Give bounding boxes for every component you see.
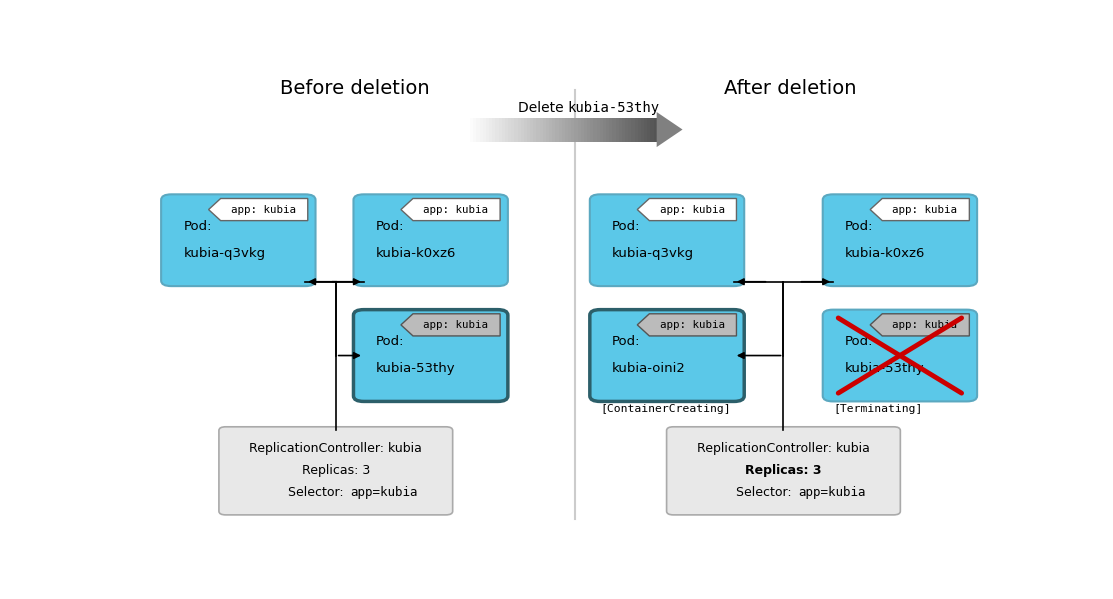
Text: app=kubia: app=kubia (351, 486, 418, 499)
Text: Pod:: Pod: (845, 220, 874, 233)
Text: app: kubia: app: kubia (230, 204, 296, 214)
Text: Pod:: Pod: (612, 335, 641, 348)
FancyBboxPatch shape (354, 194, 508, 286)
FancyBboxPatch shape (667, 427, 900, 515)
Polygon shape (401, 314, 500, 336)
Text: app=kubia: app=kubia (798, 486, 866, 499)
FancyBboxPatch shape (590, 194, 745, 286)
FancyBboxPatch shape (219, 427, 453, 515)
Text: Selector:: Selector: (736, 486, 796, 499)
FancyBboxPatch shape (590, 310, 745, 401)
Polygon shape (657, 112, 682, 147)
Text: Delete: Delete (518, 101, 568, 115)
Text: app: kubia: app: kubia (660, 204, 725, 214)
Text: Pod:: Pod: (376, 335, 404, 348)
Polygon shape (870, 198, 969, 220)
Text: Replicas: 3: Replicas: 3 (302, 464, 370, 477)
Text: app: kubia: app: kubia (423, 320, 489, 330)
Text: kubia-q3vkg: kubia-q3vkg (612, 247, 695, 259)
Text: kubia-53thy: kubia-53thy (376, 362, 455, 375)
Text: [ContainerCreating]: [ContainerCreating] (600, 404, 731, 414)
Polygon shape (638, 198, 737, 220)
FancyBboxPatch shape (823, 310, 977, 401)
Text: app: kubia: app: kubia (423, 204, 489, 214)
Text: kubia-q3vkg: kubia-q3vkg (184, 247, 266, 259)
Polygon shape (401, 198, 500, 220)
Text: app: kubia: app: kubia (893, 204, 957, 214)
Text: kubia-k0xz6: kubia-k0xz6 (845, 247, 926, 259)
Polygon shape (208, 198, 308, 220)
Text: Before deletion: Before deletion (280, 78, 430, 98)
Text: ReplicationController: kubia: ReplicationController: kubia (249, 442, 422, 455)
Text: kubia-oini2: kubia-oini2 (612, 362, 686, 375)
FancyBboxPatch shape (823, 194, 977, 286)
Polygon shape (870, 314, 969, 336)
Text: [Terminating]: [Terminating] (833, 404, 923, 414)
Text: Pod:: Pod: (184, 220, 213, 233)
Text: Selector:: Selector: (288, 486, 348, 499)
Text: Pod:: Pod: (845, 335, 874, 348)
Text: Replicas: 3: Replicas: 3 (746, 464, 821, 477)
Text: After deletion: After deletion (725, 78, 857, 98)
Text: kubia-53thy: kubia-53thy (845, 362, 925, 375)
Text: kubia-k0xz6: kubia-k0xz6 (376, 247, 456, 259)
Text: app: kubia: app: kubia (660, 320, 725, 330)
Text: Pod:: Pod: (612, 220, 641, 233)
FancyBboxPatch shape (161, 194, 315, 286)
Text: kubia-53thy: kubia-53thy (568, 101, 660, 115)
Text: app: kubia: app: kubia (893, 320, 957, 330)
Text: Pod:: Pod: (376, 220, 404, 233)
FancyBboxPatch shape (354, 310, 508, 401)
Text: ReplicationController: kubia: ReplicationController: kubia (697, 442, 870, 455)
Polygon shape (638, 314, 737, 336)
